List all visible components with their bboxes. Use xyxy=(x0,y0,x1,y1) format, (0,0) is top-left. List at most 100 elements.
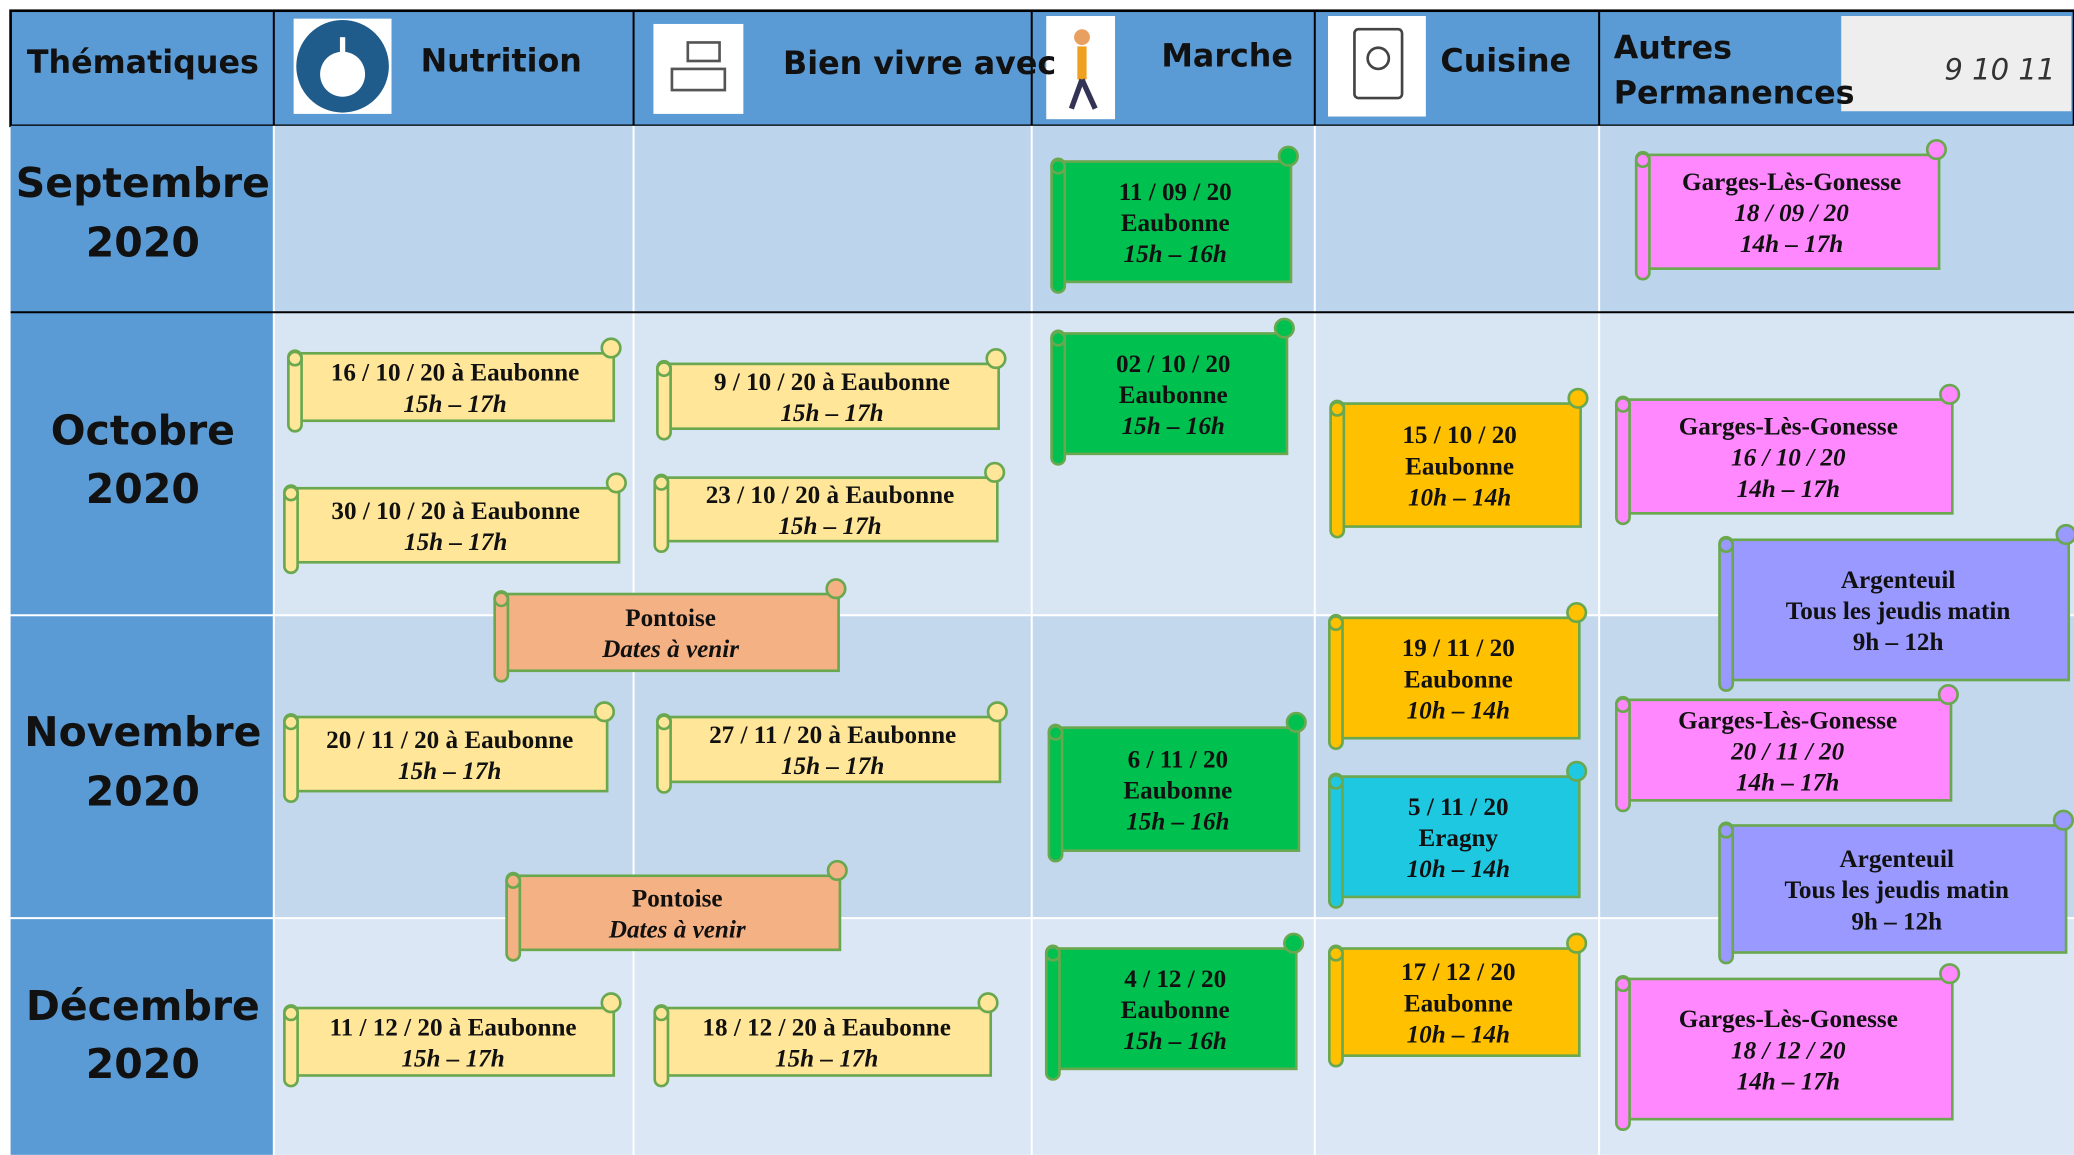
event-text: 18 / 09 / 20 xyxy=(1734,200,1849,227)
event-text: Eragny xyxy=(1418,825,1498,852)
banner-curl xyxy=(505,873,522,889)
banner-roll xyxy=(1327,613,1344,751)
month-label: Novembre xyxy=(24,708,261,756)
header: Thématiques Nutrition Bien vivre avec March… xyxy=(27,30,1855,111)
banner-body xyxy=(290,486,621,564)
banner-curl xyxy=(1044,945,1061,962)
banner-roll xyxy=(1615,974,1631,1132)
month-label: 2020 xyxy=(86,465,200,513)
banner-curl xyxy=(493,591,510,608)
banner-curl xyxy=(985,348,1007,370)
event-text: Tous les jeudis matin xyxy=(1784,877,2009,904)
banner-curl xyxy=(1939,963,1961,985)
banner-roll xyxy=(1044,944,1061,1081)
banner-curl xyxy=(283,1005,299,1022)
event-text: 16 / 10 / 20 à Eaubonne xyxy=(331,360,580,387)
event-text: Garges-Lès-Gonesse xyxy=(1678,707,1897,734)
walker-icon xyxy=(1079,78,1098,110)
event-text: 15h – 17h xyxy=(401,1046,504,1073)
column-header: Marche xyxy=(1161,38,1293,74)
event-text: 6 / 11 / 20 xyxy=(1128,746,1229,773)
event-text: 10h – 14h xyxy=(1408,484,1511,511)
month-label: 2020 xyxy=(86,768,200,816)
event-text: 15h – 16h xyxy=(1126,808,1229,835)
banner-roll xyxy=(1718,821,1735,965)
event-text: 4 / 12 / 20 xyxy=(1124,966,1226,993)
banner-roll xyxy=(1634,150,1651,281)
book-icon xyxy=(1353,27,1404,100)
banner-curl xyxy=(2052,809,2074,831)
banner-curl xyxy=(1327,945,1344,962)
scroll-banner: Argenteuil Tous les jeudis matin 9h – 12h xyxy=(1718,523,2074,692)
banner-roll xyxy=(1327,772,1344,909)
event-text: 9h – 12h xyxy=(1851,908,1942,935)
banner-curl xyxy=(977,992,999,1014)
apple-icon xyxy=(339,37,346,54)
event-text: Pontoise xyxy=(625,605,716,632)
scroll-banner: Garges-Lès-Gonesse 18 / 12 / 20 14h – 17h xyxy=(1615,963,1961,1132)
banner-curl xyxy=(593,701,616,723)
walker-icon xyxy=(1068,78,1085,110)
banner-curl xyxy=(826,859,848,882)
scroll-banner: 5 / 11 / 20 Eragny 10h – 14h xyxy=(1327,760,1588,909)
event-text: 14h – 17h xyxy=(1737,476,1840,503)
banner-curl xyxy=(656,361,672,378)
scroll-banner: 17 / 12 / 20 Eaubonne 10h – 14h xyxy=(1327,932,1588,1068)
event-text: 5 / 11 / 20 xyxy=(1408,794,1509,821)
banner-curl xyxy=(1566,932,1588,954)
event-text: 15h – 17h xyxy=(781,753,884,780)
banner-curl xyxy=(283,485,299,502)
column-header: Nutrition xyxy=(421,44,582,80)
banner-curl xyxy=(1273,317,1295,339)
event-text: Eaubonne xyxy=(1404,666,1513,693)
event-text: 14h – 17h xyxy=(1736,769,1839,796)
banner-curl xyxy=(825,578,847,600)
banner-curl xyxy=(600,992,622,1014)
column-header: Cuisine xyxy=(1440,44,1571,80)
event-text: Eaubonne xyxy=(1404,990,1513,1017)
banner-curl xyxy=(1050,330,1067,347)
scroll-banner: 11 / 12 / 20 à Eaubonne 15h – 17h xyxy=(283,992,622,1088)
scroll-banner: 27 / 11 / 20 à Eaubonne 15h – 17h xyxy=(656,701,1008,794)
scroll-banner: 6 / 11 / 20 Eaubonne 15h – 16h xyxy=(1047,711,1307,863)
walker-icon xyxy=(1074,29,1090,46)
scroll-banner: 9 / 10 / 20 à Eaubonne 15h – 17h xyxy=(656,348,1007,441)
banner-body xyxy=(1052,947,1298,1071)
banner-roll xyxy=(1615,695,1631,813)
banner-curl xyxy=(653,1005,670,1022)
scroll-banner: 11 / 09 / 20 Eaubonne 15h – 16h xyxy=(1050,145,1299,294)
month-label: 2020 xyxy=(86,1040,200,1088)
banner-curl xyxy=(605,472,627,494)
column-header: Autres xyxy=(1614,30,1732,66)
banner-curl xyxy=(986,701,1008,723)
event-text: 15h – 16h xyxy=(1122,413,1225,440)
banner-curl xyxy=(1566,601,1588,624)
banner-curl xyxy=(1634,152,1651,169)
event-text: 10h – 14h xyxy=(1407,1021,1510,1048)
book-icon xyxy=(1366,46,1391,71)
banner-roll xyxy=(1327,944,1344,1068)
banner-curl xyxy=(600,337,622,359)
event-text: Dates à venir xyxy=(608,917,746,944)
banner-body xyxy=(1726,824,2068,954)
banner-body xyxy=(1335,616,1581,740)
banner-roll xyxy=(493,590,510,683)
event-text: Eaubonne xyxy=(1123,777,1232,804)
event-text: 11 / 12 / 20 à Eaubonne xyxy=(329,1014,576,1041)
event-text: 15h – 17h xyxy=(404,529,507,556)
banner-body xyxy=(1055,726,1301,852)
scroll-banner: 16 / 10 / 20 à Eaubonne 15h – 17h xyxy=(287,337,622,433)
column-header: Permanences xyxy=(1614,75,1855,111)
event-text: 15h – 17h xyxy=(398,758,501,785)
event-text: 18 / 12 / 20 xyxy=(1731,1037,1846,1064)
banner-roll xyxy=(1047,723,1064,863)
event-text: 14h – 17h xyxy=(1737,1068,1840,1095)
event-text: 10h – 14h xyxy=(1407,856,1510,883)
banner-curl xyxy=(2055,523,2074,546)
banner-body xyxy=(1335,947,1581,1057)
event-text: Dates à venir xyxy=(601,636,739,663)
event-text: 20 / 11 / 20 xyxy=(1730,738,1845,765)
event-text: 11 / 09 / 20 xyxy=(1119,179,1232,206)
banner-curl xyxy=(287,350,303,367)
